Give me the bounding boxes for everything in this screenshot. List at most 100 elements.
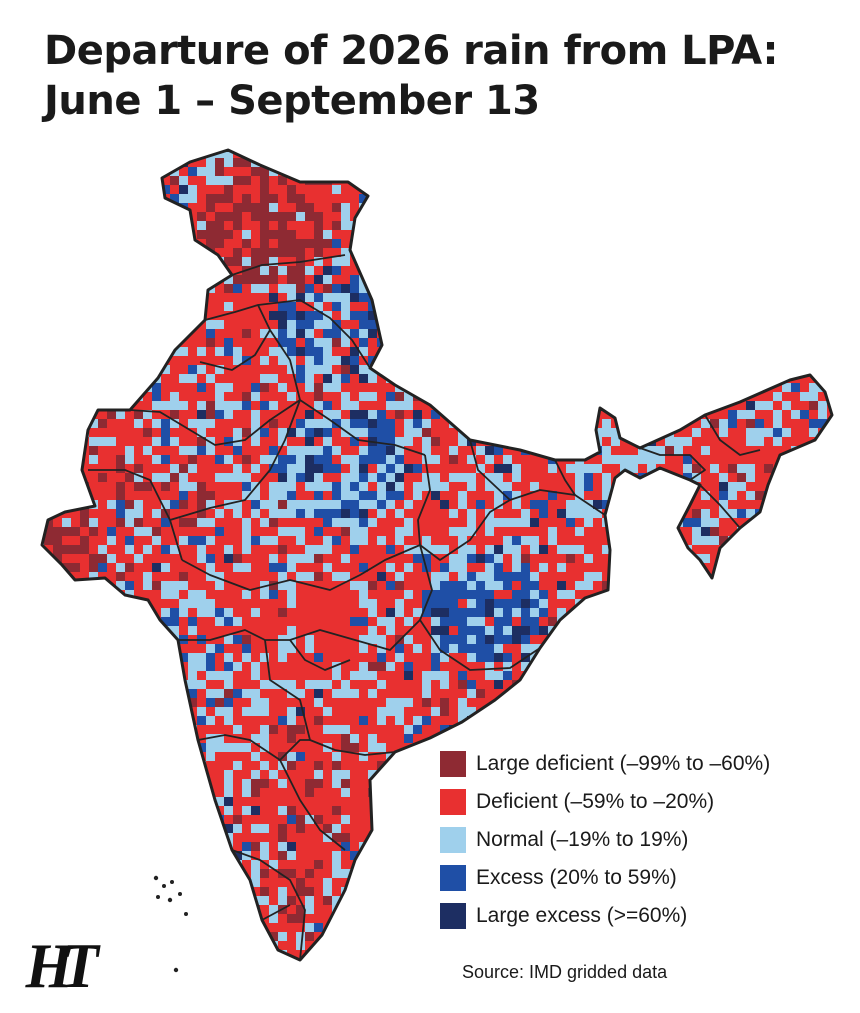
grid-cell bbox=[656, 455, 666, 465]
grid-cell bbox=[638, 401, 648, 411]
grid-cell bbox=[386, 230, 396, 240]
grid-cell bbox=[530, 419, 540, 429]
grid-cell bbox=[269, 527, 279, 537]
grid-cell bbox=[224, 401, 234, 411]
grid-cell bbox=[827, 599, 832, 609]
grid-cell bbox=[422, 329, 432, 339]
grid-cell bbox=[89, 293, 99, 303]
grid-cell bbox=[566, 527, 576, 537]
grid-cell bbox=[44, 347, 54, 357]
grid-cell bbox=[584, 608, 594, 618]
grid-cell bbox=[809, 599, 819, 609]
grid-cell bbox=[260, 239, 270, 249]
grid-cell bbox=[548, 338, 558, 348]
grid-cell bbox=[80, 221, 90, 231]
grid-cell bbox=[152, 185, 162, 195]
grid-cell bbox=[161, 572, 171, 582]
grid-cell bbox=[404, 635, 414, 645]
grid-cell bbox=[458, 158, 468, 168]
grid-cell bbox=[242, 203, 252, 213]
grid-cell bbox=[764, 212, 774, 222]
grid-cell bbox=[134, 554, 144, 564]
grid-cell bbox=[539, 365, 549, 375]
grid-cell bbox=[377, 527, 387, 537]
grid-cell bbox=[386, 239, 396, 249]
grid-cell bbox=[566, 392, 576, 402]
grid-cell bbox=[395, 248, 405, 258]
grid-cell bbox=[692, 185, 702, 195]
grid-cell bbox=[116, 383, 126, 393]
grid-cell bbox=[458, 437, 468, 447]
grid-cell bbox=[764, 194, 774, 204]
grid-cell bbox=[251, 500, 261, 510]
grid-cell bbox=[629, 167, 639, 177]
grid-cell bbox=[458, 356, 468, 366]
grid-cell bbox=[710, 419, 720, 429]
grid-cell bbox=[323, 374, 333, 384]
grid-cell bbox=[368, 275, 378, 285]
grid-cell bbox=[701, 581, 711, 591]
grid-cell bbox=[350, 563, 360, 573]
grid-cell bbox=[782, 275, 792, 285]
grid-cell bbox=[467, 428, 477, 438]
grid-cell bbox=[458, 221, 468, 231]
grid-cell bbox=[737, 500, 747, 510]
grid-cell bbox=[197, 140, 207, 150]
grid-cell bbox=[107, 239, 117, 249]
grid-cell bbox=[449, 446, 459, 456]
grid-cell bbox=[737, 347, 747, 357]
grid-cell bbox=[539, 194, 549, 204]
grid-cell bbox=[134, 491, 144, 501]
grid-cell bbox=[566, 356, 576, 366]
grid-cell bbox=[278, 194, 288, 204]
grid-cell bbox=[629, 545, 639, 555]
grid-cell bbox=[188, 455, 198, 465]
grid-cell bbox=[485, 158, 495, 168]
grid-cell bbox=[386, 545, 396, 555]
grid-cell bbox=[494, 284, 504, 294]
grid-cell bbox=[62, 500, 72, 510]
grid-cell bbox=[431, 257, 441, 267]
grid-cell bbox=[629, 365, 639, 375]
grid-cell bbox=[341, 257, 351, 267]
grid-cell bbox=[395, 302, 405, 312]
grid-cell bbox=[737, 482, 747, 492]
grid-cell bbox=[836, 275, 846, 285]
grid-cell bbox=[62, 563, 72, 573]
grid-cell bbox=[431, 626, 441, 636]
grid-cell bbox=[296, 347, 306, 357]
grid-cell bbox=[683, 221, 693, 231]
grid-cell bbox=[719, 572, 729, 582]
grid-cell bbox=[107, 527, 117, 537]
grid-cell bbox=[629, 410, 639, 420]
grid-cell bbox=[557, 563, 567, 573]
grid-cell bbox=[575, 545, 585, 555]
grid-cell bbox=[134, 509, 144, 519]
grid-cell bbox=[647, 338, 657, 348]
grid-cell bbox=[134, 185, 144, 195]
grid-cell bbox=[431, 410, 441, 420]
grid-cell bbox=[512, 158, 522, 168]
grid-cell bbox=[278, 338, 288, 348]
grid-cell bbox=[161, 257, 171, 267]
grid-cell bbox=[242, 167, 252, 177]
grid-cell bbox=[773, 230, 783, 240]
grid-cell bbox=[575, 446, 585, 456]
grid-cell bbox=[98, 509, 108, 519]
grid-cell bbox=[818, 194, 828, 204]
grid-cell bbox=[539, 590, 549, 600]
grid-cell bbox=[692, 473, 702, 483]
grid-cell bbox=[566, 464, 576, 474]
grid-cell bbox=[314, 257, 324, 267]
grid-cell bbox=[224, 473, 234, 483]
grid-cell bbox=[179, 410, 189, 420]
grid-cell bbox=[278, 545, 288, 555]
grid-cell bbox=[548, 509, 558, 519]
grid-cell bbox=[566, 482, 576, 492]
grid-cell bbox=[197, 464, 207, 474]
grid-cell bbox=[512, 248, 522, 258]
grid-cell bbox=[728, 356, 738, 366]
grid-cell bbox=[233, 158, 243, 168]
grid-cell bbox=[179, 482, 189, 492]
grid-cell bbox=[566, 194, 576, 204]
